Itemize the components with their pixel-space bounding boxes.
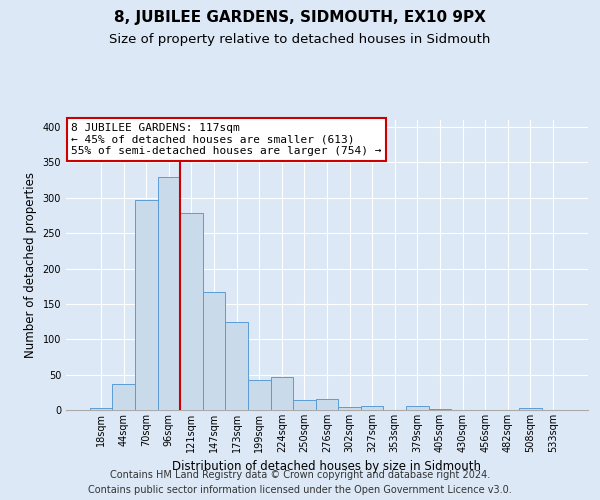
Bar (135, 200, 158, 410)
Y-axis label: Number of detached properties: Number of detached properties (24, 172, 37, 358)
X-axis label: Distribution of detached houses by size in Sidmouth: Distribution of detached houses by size … (173, 460, 482, 473)
Text: Contains public sector information licensed under the Open Government Licence v3: Contains public sector information licen… (88, 485, 512, 495)
Bar (90, 408, 112, 410)
Bar (180, 212, 203, 410)
Bar (361, 406, 383, 410)
Bar (112, 384, 135, 410)
Text: 8, JUBILEE GARDENS, SIDMOUTH, EX10 9PX: 8, JUBILEE GARDENS, SIDMOUTH, EX10 9PX (114, 10, 486, 25)
Bar (293, 400, 316, 410)
Text: Size of property relative to detached houses in Sidmouth: Size of property relative to detached ho… (109, 32, 491, 46)
Bar (316, 398, 338, 410)
Bar (203, 292, 226, 410)
Text: 8 JUBILEE GARDENS: 117sqm
← 45% of detached houses are smaller (613)
55% of semi: 8 JUBILEE GARDENS: 117sqm ← 45% of detac… (71, 123, 382, 156)
Bar (226, 322, 248, 410)
Bar (271, 378, 293, 410)
Bar (248, 380, 271, 410)
Bar (158, 178, 180, 410)
Bar (519, 408, 542, 410)
Text: Contains HM Land Registry data © Crown copyright and database right 2024.: Contains HM Land Registry data © Crown c… (110, 470, 490, 480)
Bar (406, 406, 428, 410)
Bar (338, 407, 361, 410)
